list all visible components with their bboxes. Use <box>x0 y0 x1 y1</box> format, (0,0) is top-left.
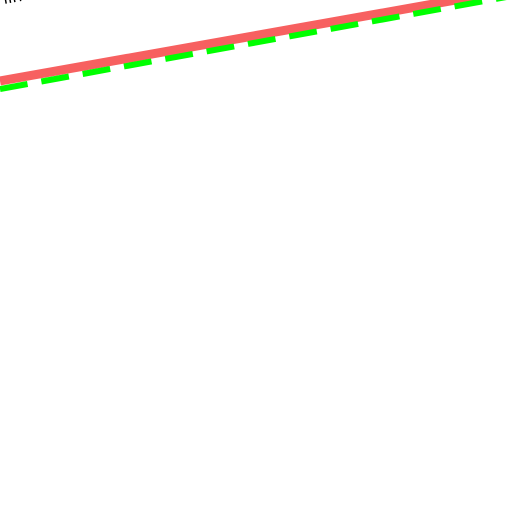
dashed-line <box>0 0 507 92</box>
line-label: lin <box>1 0 23 8</box>
solid-line <box>0 0 482 86</box>
